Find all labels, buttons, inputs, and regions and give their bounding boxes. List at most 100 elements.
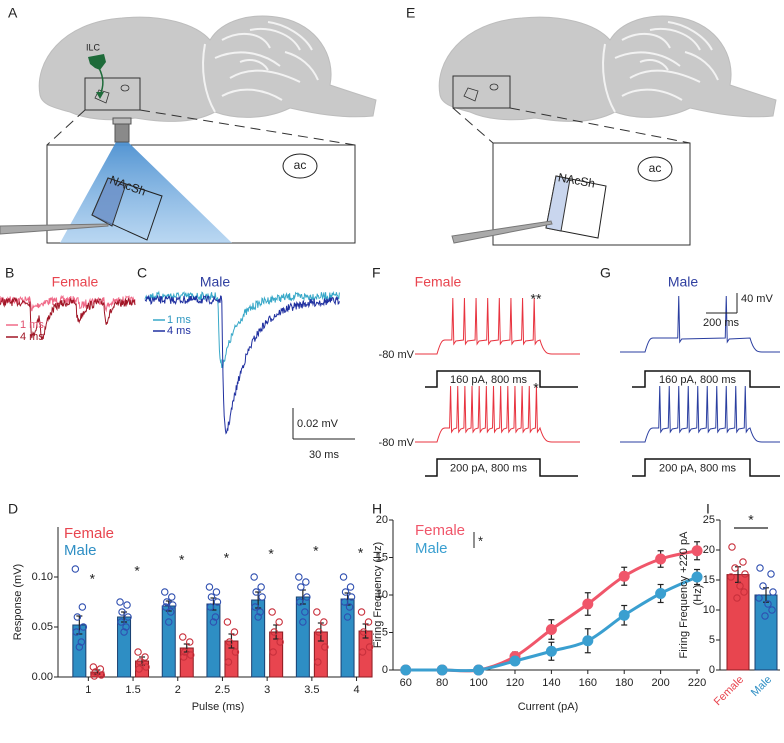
data-point — [187, 651, 195, 659]
data-point — [509, 655, 521, 667]
legend-label: 4 ms — [20, 331, 44, 343]
x-tick-label: 60 — [400, 677, 412, 689]
data-point — [739, 558, 747, 566]
data-point — [357, 608, 366, 616]
sig-mark: * — [224, 550, 230, 566]
y-tick-label: 5 — [709, 634, 715, 646]
data-point — [764, 600, 772, 608]
data-point — [731, 564, 739, 572]
data-point — [691, 545, 703, 557]
data-point — [340, 598, 349, 606]
x-tick-label: 1.5 — [125, 684, 140, 696]
data-point — [250, 573, 258, 581]
data-point — [223, 618, 232, 626]
sig-mark: * — [748, 512, 754, 528]
data-point — [231, 648, 240, 656]
cerebellum-fold — [614, 51, 681, 67]
bar — [340, 598, 355, 678]
x-tick-label: 4 — [353, 684, 359, 696]
inset-box — [84, 77, 141, 111]
y-axis-label: (Hz) — [692, 585, 704, 606]
y-tick-label: 0.00 — [32, 671, 53, 683]
y-tick-label: 0 — [382, 664, 388, 676]
cerebellum-fold — [649, 28, 701, 51]
region-label: ILC — [86, 42, 101, 52]
y-tick-label: 25 — [703, 514, 715, 526]
brain-outline — [38, 15, 377, 122]
data-point — [302, 578, 310, 586]
panel-letter: B — [5, 265, 14, 281]
mini-slice — [463, 87, 479, 102]
objective — [114, 122, 130, 143]
data-point — [339, 573, 348, 581]
data-point — [180, 653, 188, 661]
data-point — [252, 588, 260, 596]
x-axis-label: Current (pA) — [518, 701, 579, 713]
panel-letter: E — [406, 5, 415, 21]
step-label: 200 pA, 800 ms — [659, 462, 737, 474]
data-point — [276, 638, 284, 646]
data-point — [313, 608, 321, 616]
current-step — [632, 458, 780, 477]
scale-label: 0.02 mV — [297, 418, 339, 430]
data-point — [77, 638, 86, 646]
data-point — [169, 601, 177, 609]
spike-trace — [415, 297, 580, 355]
cerebellum-fold — [221, 88, 283, 101]
sig-mark: * — [134, 563, 140, 579]
data-point — [97, 671, 106, 679]
y-axis-label: Firing Frequency +220 pA — [678, 531, 690, 659]
cerebellum-fold — [621, 88, 683, 101]
data-point — [134, 648, 142, 656]
sig-mark: * — [90, 571, 96, 587]
data-point — [135, 665, 143, 673]
data-point — [124, 613, 132, 621]
data-point — [345, 603, 354, 611]
sig-mark: ** — [531, 291, 542, 307]
slice-shell — [545, 175, 571, 232]
data-point — [268, 608, 276, 616]
data-point — [71, 565, 80, 573]
data-point — [251, 603, 259, 611]
panel-letter: I — [706, 501, 710, 517]
data-point — [73, 613, 82, 621]
data-point — [359, 628, 368, 636]
ac-outline — [637, 156, 673, 182]
mini-ac — [489, 83, 499, 91]
data-point — [655, 553, 667, 565]
bar — [161, 605, 176, 678]
data-point — [186, 638, 194, 646]
x-tick-label: 2 — [175, 684, 181, 696]
brain-schematic — [38, 15, 377, 122]
spike-trace — [620, 385, 780, 443]
x-tick-label: 180 — [615, 677, 633, 689]
legend-label: 4 ms — [167, 325, 191, 337]
data-point — [733, 594, 741, 602]
data-point — [545, 624, 557, 635]
pipette — [0, 223, 109, 235]
panel-letter: D — [8, 501, 18, 517]
data-point — [321, 643, 329, 651]
data-point — [163, 598, 171, 606]
ac-label: ac — [294, 158, 307, 172]
x-tick-label: Male — [749, 674, 774, 699]
data-point — [295, 573, 303, 581]
line — [139, 109, 356, 146]
data-point — [756, 564, 764, 572]
x-tick-label: 160 — [579, 677, 597, 689]
holding-label: -80 mV — [379, 349, 415, 361]
line — [46, 109, 86, 146]
data-point — [258, 593, 266, 601]
x-tick-label: 80 — [436, 677, 448, 689]
ac-label: ac — [649, 161, 662, 175]
data-point — [364, 618, 373, 626]
ac-outline — [282, 153, 318, 179]
panel-title: Female — [52, 274, 99, 290]
spike-trace — [415, 385, 580, 443]
x-tick-label: 120 — [506, 677, 524, 689]
data-point — [123, 601, 131, 609]
x-tick-label: 100 — [469, 677, 487, 689]
current-step — [425, 370, 578, 388]
data-point — [582, 598, 594, 610]
panel-title: Male — [200, 274, 231, 290]
